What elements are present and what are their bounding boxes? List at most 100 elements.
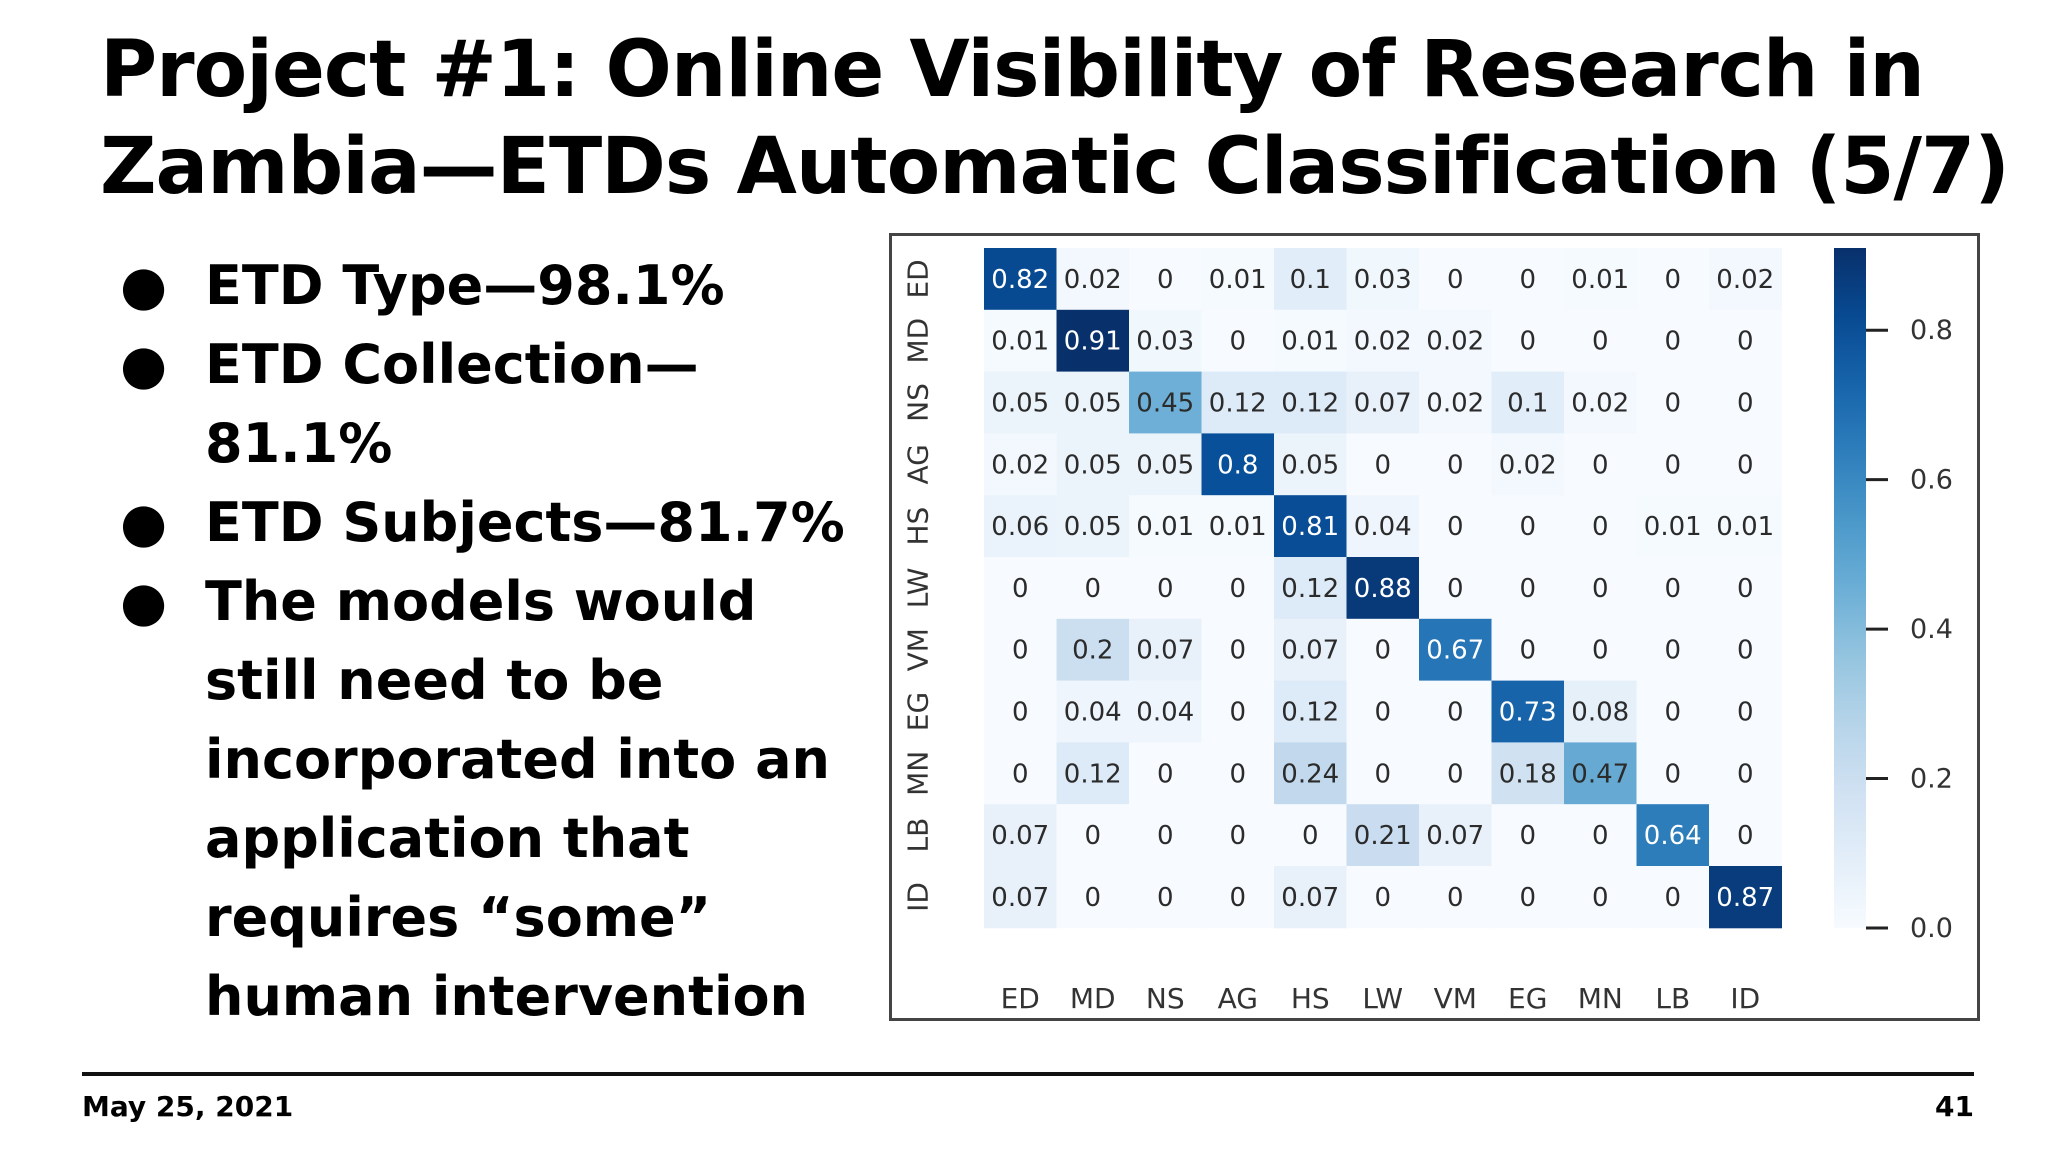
footer-rule xyxy=(82,1072,1974,1076)
x-tick-label: VM xyxy=(1434,982,1477,1015)
cell-value-label: 0.24 xyxy=(1281,759,1339,789)
cell-value-label: 0.07 xyxy=(1426,821,1484,851)
heatmap-cell xyxy=(1056,742,1130,805)
heatmap-cell xyxy=(984,618,1057,682)
heatmap-cell xyxy=(1419,742,1492,805)
heatmap-cell xyxy=(984,495,1057,558)
cell-value-label: 0 xyxy=(1737,327,1754,357)
cell-value-label: 0.01 xyxy=(1136,512,1194,542)
heatmap-cell xyxy=(1636,248,1710,311)
heatmap-cell xyxy=(1564,804,1637,867)
heatmap-cell xyxy=(1129,742,1202,805)
heatmap-cell xyxy=(1274,433,1347,496)
cell-value-label: 0 xyxy=(1012,698,1029,728)
cell-value-label: 0.02 xyxy=(1064,265,1122,295)
cell-value-label: 0 xyxy=(1374,636,1391,666)
heatmap-cell xyxy=(1129,557,1202,620)
heatmap-cell xyxy=(1346,680,1420,743)
cell-value-label: 0 xyxy=(1084,883,1101,913)
heatmap-cell xyxy=(1491,248,1565,311)
cell-value-label: 0 xyxy=(1592,636,1609,666)
cell-value-label: 0.02 xyxy=(1499,450,1557,480)
cell-value-label: 0 xyxy=(1519,574,1536,604)
heatmap-cell xyxy=(1056,309,1130,373)
cell-value-label: 0.07 xyxy=(1136,636,1194,666)
heatmap-cell xyxy=(1274,618,1347,682)
cell-value-label: 0 xyxy=(1447,265,1464,295)
heatmap-cell xyxy=(1201,495,1275,558)
cell-value-label: 0 xyxy=(1519,265,1536,295)
bullet-marker: ● xyxy=(120,570,168,633)
heatmap-cell xyxy=(1564,618,1637,682)
cell-value-label: 0 xyxy=(1737,389,1754,419)
cell-value-label: 0.04 xyxy=(1064,698,1122,728)
cell-value-label: 0 xyxy=(1664,636,1681,666)
x-tick-label: AG xyxy=(1218,982,1258,1015)
cell-value-label: 0.05 xyxy=(1281,450,1339,480)
heatmap-cell xyxy=(984,309,1057,373)
heatmap-cell xyxy=(1346,495,1420,558)
cell-value-label: 0 xyxy=(1737,450,1754,480)
cell-value-label: 0 xyxy=(1519,327,1536,357)
cell-value-label: 0.73 xyxy=(1499,698,1557,728)
heatmap-cell xyxy=(1346,618,1420,682)
cell-value-label: 0.03 xyxy=(1354,265,1412,295)
cell-value-label: 0 xyxy=(1084,821,1101,851)
cell-value-label: 0 xyxy=(1157,759,1174,789)
cell-value-label: 0.67 xyxy=(1426,636,1484,666)
heatmap-cell xyxy=(1491,371,1565,434)
cell-value-label: 0.47 xyxy=(1571,759,1629,789)
cell-value-label: 0.01 xyxy=(1644,512,1702,542)
cell-value-label: 0.1 xyxy=(1290,265,1331,295)
cell-value-label: 0.12 xyxy=(1064,759,1122,789)
cell-value-label: 0.12 xyxy=(1281,389,1339,419)
heatmap-cell xyxy=(1274,557,1347,620)
heatmap-cell xyxy=(1274,248,1347,311)
cell-value-label: 0.87 xyxy=(1716,883,1774,913)
heatmap-cell xyxy=(1129,618,1202,682)
heatmap-cell xyxy=(1346,557,1420,620)
heatmap-cell xyxy=(1201,309,1275,373)
heatmap-cell xyxy=(1636,804,1710,867)
cell-value-label: 0.05 xyxy=(1064,450,1122,480)
cell-value-label: 0 xyxy=(1664,450,1681,480)
cell-value-label: 0.8 xyxy=(1217,450,1258,480)
cell-value-label: 0.02 xyxy=(1426,389,1484,419)
heatmap-cell xyxy=(1709,618,1782,682)
heatmap-cell xyxy=(1491,495,1565,558)
slide-title: Project #1: Online Visibility of Researc… xyxy=(100,22,2010,216)
cell-value-label: 0 xyxy=(1012,574,1029,604)
colorbar-tick-label: 0.4 xyxy=(1910,614,1953,645)
heatmap-cell xyxy=(1419,680,1492,743)
heatmap-cell xyxy=(984,557,1057,620)
cell-value-label: 0.01 xyxy=(1281,327,1339,357)
cell-value-label: 0 xyxy=(1447,450,1464,480)
heatmap-cell xyxy=(1636,866,1710,929)
heatmap-cell xyxy=(984,742,1057,805)
heatmap-cell xyxy=(1709,495,1782,558)
y-tick-label: LB xyxy=(902,818,935,853)
x-tick-label: NS xyxy=(1146,982,1185,1015)
cell-value-label: 0.82 xyxy=(991,265,1049,295)
cell-value-label: 0 xyxy=(1229,698,1246,728)
heatmap-cell xyxy=(1346,866,1420,929)
cell-value-label: 0.02 xyxy=(1426,327,1484,357)
cell-value-label: 0.21 xyxy=(1354,821,1412,851)
bullet-item: ● ETD Type—98.1% xyxy=(120,246,880,325)
heatmap-cell xyxy=(1709,804,1782,867)
heatmap-cell xyxy=(1491,866,1565,929)
heatmap-cell xyxy=(1056,495,1130,558)
cell-value-label: 0.05 xyxy=(1064,389,1122,419)
cell-value-label: 0 xyxy=(1447,574,1464,604)
heatmap-cell xyxy=(1129,248,1202,311)
y-tick-label: MN xyxy=(902,751,935,796)
bullet-text: ETD Type—98.1% xyxy=(205,254,725,317)
cell-value-label: 0 xyxy=(1519,512,1536,542)
heatmap-cell xyxy=(1201,680,1275,743)
heatmap-cell xyxy=(1346,309,1420,373)
heatmap-cell xyxy=(1564,433,1637,496)
cell-value-label: 0 xyxy=(1519,636,1536,666)
heatmap-cell xyxy=(1709,680,1782,743)
cell-value-label: 0 xyxy=(1012,636,1029,666)
heatmap-cell xyxy=(1056,804,1130,867)
